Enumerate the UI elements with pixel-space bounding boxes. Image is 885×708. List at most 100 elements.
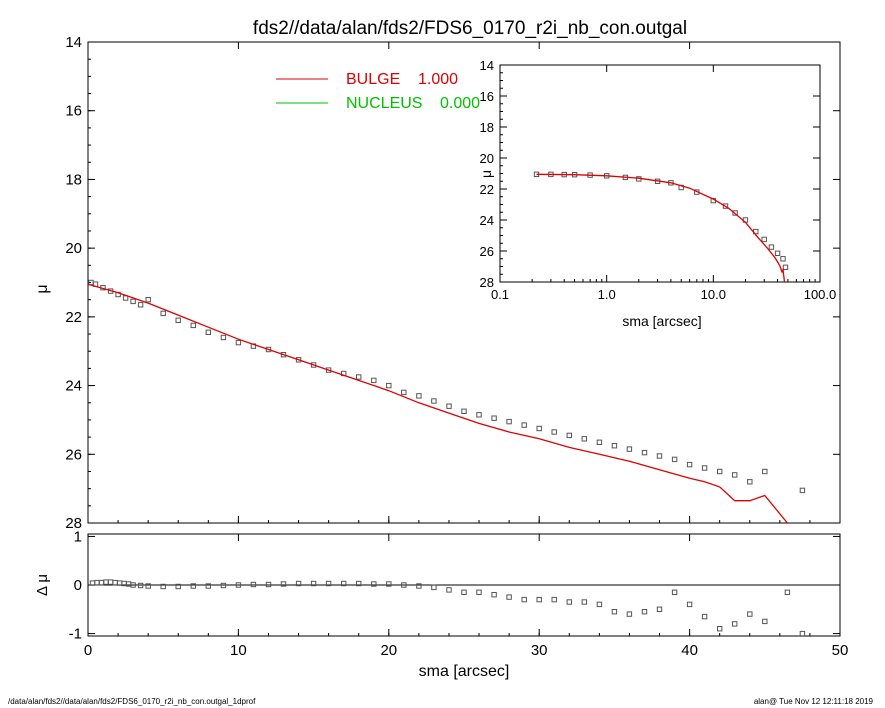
residual-y-tick-label: -1 xyxy=(69,626,82,643)
main-data-point xyxy=(295,357,302,363)
main-data-point xyxy=(671,456,678,463)
residual-data-point xyxy=(295,580,302,587)
main-axes: 14 16 18 20 22 24 26 28 xyxy=(65,34,841,532)
residual-data-point xyxy=(235,582,242,588)
inset-x-tick-label: 0.1 xyxy=(491,287,509,302)
residual-data-point xyxy=(611,609,618,615)
footer-timestamp: alan@ Tue Nov 12 12:11:18 2019 xyxy=(753,697,873,706)
inset-y-tick-label: 16 xyxy=(480,89,494,104)
residual-data-point xyxy=(461,589,467,595)
main-data-point xyxy=(356,374,362,380)
main-data-point xyxy=(386,382,392,389)
residual-y-tick-label: 1 xyxy=(74,528,82,545)
main-data-point xyxy=(686,461,693,468)
main-y-axis-label: μ xyxy=(34,284,51,293)
inset-y-tick-label: 18 xyxy=(480,120,494,135)
residual-data-point xyxy=(371,581,377,587)
main-data-point xyxy=(596,439,603,446)
main-data-point xyxy=(732,472,738,478)
inset-data-point xyxy=(732,210,738,216)
inset-model-line xyxy=(536,173,786,282)
residual-data-point xyxy=(220,582,227,589)
inset-x-tick-label: 1.0 xyxy=(598,287,616,302)
main-data-point xyxy=(611,443,618,449)
inset-data-layer xyxy=(533,171,789,282)
main-data-point xyxy=(491,415,497,421)
residual-data-point xyxy=(130,582,136,588)
residual-data-point xyxy=(671,589,678,595)
main-data-point xyxy=(566,432,572,439)
residual-data-point xyxy=(701,613,708,620)
residual-data-point xyxy=(506,594,512,600)
main-y-tick-label: 16 xyxy=(65,103,82,120)
inset-data-point xyxy=(780,256,786,262)
main-data-point xyxy=(656,453,663,459)
main-data-point xyxy=(626,446,633,452)
residual-data-point xyxy=(416,583,422,589)
main-data-point xyxy=(581,436,587,442)
inset-data-point xyxy=(768,244,775,250)
residual-data-point xyxy=(160,583,166,590)
residual-data-point xyxy=(717,626,723,632)
residual-data-point xyxy=(656,606,663,612)
main-data-point xyxy=(747,479,753,485)
main-y-tick-label: 22 xyxy=(65,309,82,326)
legend-bulge-label: BULGE xyxy=(346,71,400,88)
residual-data-point xyxy=(265,581,272,588)
residual-data-point xyxy=(536,596,542,603)
main-data-point xyxy=(461,408,467,415)
legend-nucleus-label: NUCLEUS xyxy=(346,95,422,112)
main-data-point xyxy=(799,487,806,494)
main-y-tick-label: 24 xyxy=(65,378,82,395)
inset-axes: 14 16 18 20 22 24 26 280.1 1.0 10.0 100.0 xyxy=(480,58,837,302)
residual-data-point xyxy=(476,589,482,595)
residual-data-point xyxy=(596,601,603,608)
residual-data-point xyxy=(107,579,114,585)
residual-data-point xyxy=(747,611,753,617)
main-data-point xyxy=(137,302,144,308)
main-data-point xyxy=(145,297,151,303)
main-data-point xyxy=(265,346,272,353)
residual-x-tick-label: 0 xyxy=(84,642,92,659)
residual-data-point xyxy=(103,579,109,585)
residual-y-tick-label: 0 xyxy=(74,577,82,594)
main-data-layer xyxy=(88,279,806,523)
main-y-tick-label: 26 xyxy=(65,446,82,463)
residual-data-point xyxy=(341,580,347,587)
main-data-point xyxy=(130,298,136,305)
residual-data-point xyxy=(784,589,791,595)
inset-x-axis-label: sma [arcsec] xyxy=(622,313,701,329)
inset-x-tick-label: 10.0 xyxy=(701,287,726,302)
residual-axes: 10-10 10 20 30 40 50 xyxy=(69,528,849,659)
residual-data-layer xyxy=(89,579,806,636)
residual-data-point xyxy=(491,592,497,598)
main-data-point xyxy=(175,317,181,324)
residual-data-point xyxy=(250,581,257,588)
legend: BULGE 1.000 NUCLEUS 0.000 xyxy=(276,71,480,112)
main-model-line xyxy=(88,283,788,523)
main-data-point xyxy=(521,422,527,428)
inset-data-point xyxy=(774,250,781,257)
inset-y-axis-label: μ xyxy=(478,170,494,178)
main-data-point xyxy=(701,465,708,471)
main-data-point xyxy=(762,468,768,475)
plot-title: fds2//data/alan/fds2/FDS6_0170_r2i_nb_co… xyxy=(253,18,687,39)
residual-data-point xyxy=(98,579,105,586)
residual-data-point xyxy=(551,596,557,603)
main-y-tick-label: 20 xyxy=(65,240,82,257)
legend-nucleus-value: 0.000 xyxy=(440,95,480,112)
residual-data-point xyxy=(325,580,332,587)
inset-y-tick-label: 14 xyxy=(480,58,494,73)
main-data-point xyxy=(506,418,512,425)
main-data-point xyxy=(371,377,377,384)
residual-data-point xyxy=(762,618,768,625)
footer-file-path: /data/alan/fds2//data/alan/fds2/FDS6_017… xyxy=(8,697,256,706)
residual-data-point xyxy=(386,581,392,587)
inset-data-point xyxy=(722,203,729,209)
main-data-point xyxy=(160,310,166,317)
main-data-point xyxy=(190,322,197,329)
main-y-tick-label: 18 xyxy=(65,171,82,188)
main-y-tick-label: 28 xyxy=(65,515,82,532)
